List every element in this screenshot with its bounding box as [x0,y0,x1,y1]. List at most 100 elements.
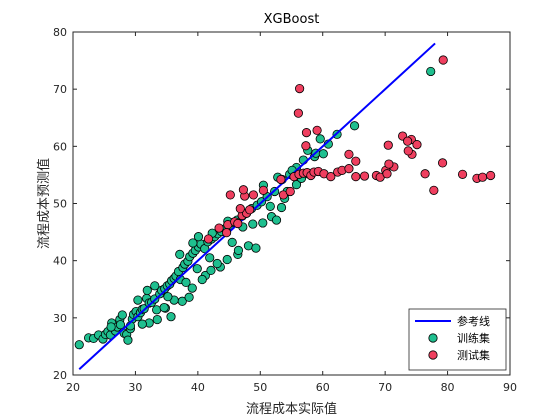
test-point [221,228,232,238]
train-point [205,253,215,263]
test-point [344,164,354,174]
test-point [225,190,235,200]
x-tick-label: 80 [441,381,455,394]
test-point [437,158,448,168]
legend-box [408,308,507,371]
train-point [166,312,176,322]
y-tick-label: 40 [53,255,67,268]
y-tick-label: 20 [53,369,67,382]
y-axis: 20 30 40 50 60 70 80 [53,26,510,382]
data-layer [74,42,496,371]
x-tick-label: 20 [66,381,80,394]
train-point [117,310,127,320]
train-point [258,218,268,228]
train-point [150,281,160,291]
y-tick-label: 50 [53,198,67,211]
test-point [203,234,214,244]
chart-title: XGBoost [264,12,320,27]
train-point [163,292,173,302]
legend-label-line: 参考线 [457,314,490,328]
train-point [276,202,287,213]
train-point [188,238,198,248]
train-point [133,295,143,305]
test-point [285,186,295,197]
y-tick-label: 70 [53,83,67,96]
test-point [301,128,312,138]
train-point [106,322,116,332]
test-point [276,174,286,185]
train-point [349,121,360,131]
legend: 参考线 训练集 测试集 [408,308,507,371]
test-point [383,140,393,150]
test-point [248,190,259,200]
legend-label-test: 测试集 [457,348,490,362]
train-point [192,264,202,274]
legend-label-train: 训练集 [457,331,490,345]
test-point [438,55,448,65]
x-tick-label: 70 [378,381,392,394]
train-point [137,319,147,329]
x-tick-label: 30 [128,381,142,394]
train-point [265,201,275,211]
x-tick-label: 40 [191,381,205,394]
test-point [412,140,422,150]
test-point [344,149,354,159]
train-point [426,66,436,77]
test-point [486,170,496,181]
test-point [351,172,361,182]
train-point [197,274,207,285]
x-axis-title: 流程成本实际值 [246,401,337,417]
train-point [74,340,84,350]
train-point [227,237,237,247]
train-point [233,245,244,255]
test-point [429,185,439,195]
train-point [184,292,194,302]
y-axis-title: 流程成本预测值 [36,158,52,249]
test-point [384,159,394,169]
train-point [212,258,222,269]
test-point [258,185,269,195]
train-point [318,149,328,159]
train-point [251,243,261,253]
train-point [248,219,258,229]
x-tick-label: 90 [503,381,517,394]
train-point [187,283,197,293]
train-point [222,254,232,265]
test-point [326,172,336,182]
test-point [301,141,311,151]
y-tick-label: 60 [53,140,67,153]
y-tick-label: 30 [53,312,67,325]
test-point [235,204,245,214]
test-point [245,205,255,215]
test-point [351,156,361,166]
x-tick-label: 50 [253,381,267,394]
test-point [477,172,488,182]
train-point [315,134,325,144]
legend-test-marker-icon [428,350,438,360]
train-point [271,215,282,225]
train-point [123,335,133,345]
train-point [142,285,152,295]
test-point [420,169,430,179]
test-point [293,108,303,118]
test-point [238,185,249,195]
train-point [152,314,162,325]
x-axis: 20 30 40 50 60 70 80 90 [66,32,517,394]
train-point [159,302,169,313]
train-point [175,249,185,259]
test-point [359,171,370,181]
test-point [382,169,392,179]
legend-train-marker-icon [428,333,438,343]
test-point [457,169,468,179]
test-point [295,83,305,94]
test-point [403,146,413,156]
test-point [403,136,413,146]
test-point [233,218,243,229]
train-point [193,232,204,242]
reference-line [78,42,436,371]
train-point [206,265,216,275]
test-point [214,223,224,233]
y-tick-label: 80 [53,26,67,39]
test-point [312,125,322,135]
